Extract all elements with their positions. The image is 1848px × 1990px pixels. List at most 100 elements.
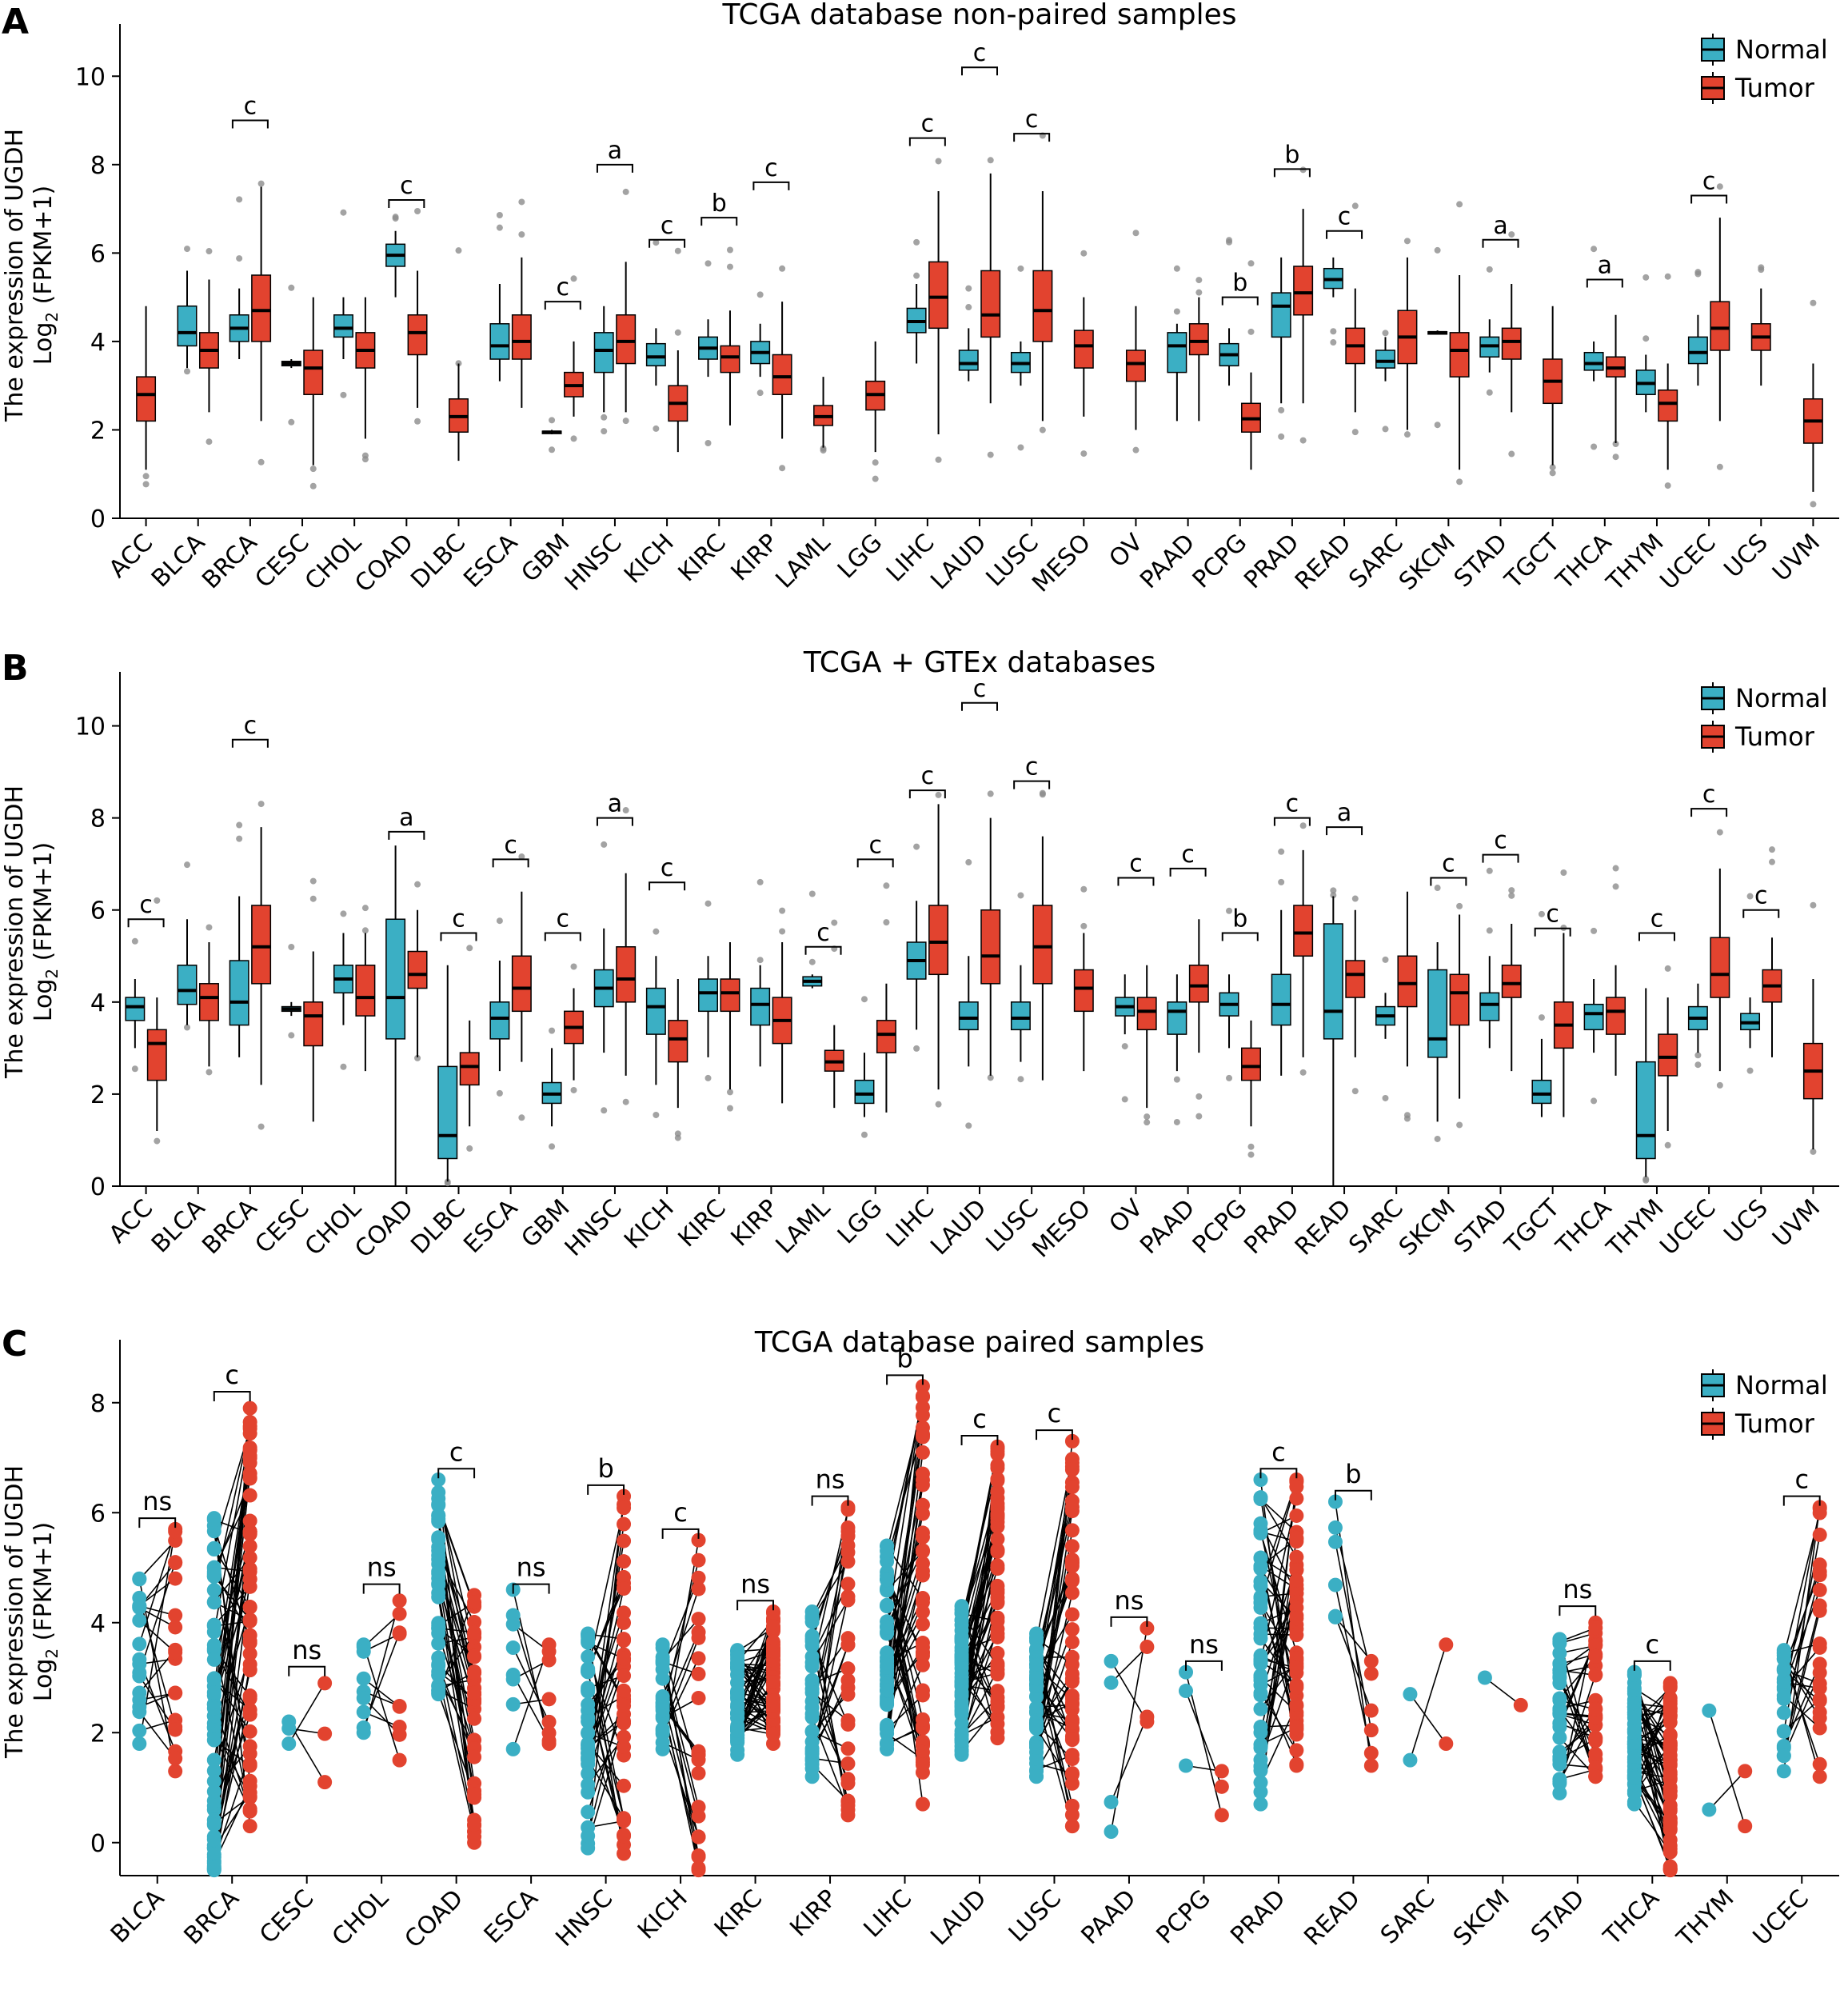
outlier-point [444,1180,451,1187]
tumor-point [1588,1667,1603,1682]
outlier-point [1017,265,1024,272]
significance-bracket [1273,168,1311,178]
tumor-point [242,1707,257,1722]
significance-brca: c [213,1360,251,1401]
outlier-point [236,255,243,262]
box-tumor-esca [511,853,532,1121]
significance-label: c [816,919,830,947]
normal-point [431,1636,446,1651]
panel-label: A [2,2,29,42]
pairs-kich [655,1532,706,1878]
significance-label: a [1493,212,1507,240]
box-body [251,905,272,985]
box-normal-lgg [854,996,875,1138]
significance-prad: c [1259,1437,1298,1479]
box-normal-coad [385,214,406,298]
tumor-point [1812,1676,1827,1691]
significance-bracket [1742,909,1780,918]
outlier-point [1121,1043,1128,1050]
tumor-point [467,1711,482,1726]
box-normal-chol [333,209,353,398]
tumor-point [617,1698,632,1713]
tumor-point [1289,1572,1304,1588]
box-tumor-paad [1188,277,1209,422]
significance-gbm: c [544,905,581,941]
significance-hnsc: b [587,1453,625,1495]
significance-bracket [1782,1495,1821,1506]
y-tick-label: 10 [75,63,106,91]
tumor-point [467,1624,482,1640]
box-tumor-hnsc [616,807,637,1105]
tumor-point [1662,1841,1678,1856]
tumor-point [617,1651,632,1666]
significance-lusc: c [1013,106,1051,142]
pair-line [138,1531,176,1644]
normal-point [804,1634,820,1649]
significance-label: c [1338,203,1351,231]
normal-point [431,1564,446,1579]
outlier-point [518,231,525,238]
box-body [645,987,666,1035]
outlier-point [965,285,972,292]
box-normal-hnsc [593,841,614,1114]
outlier-point [518,1114,525,1121]
significance-label: ns [292,1635,321,1665]
tumor-point [242,1539,257,1554]
outlier-point [549,1027,556,1034]
significance-ov: c [1117,849,1155,886]
x-tick-label-kirp: KIRP [784,1884,842,1942]
outlier-point [131,937,138,945]
outlier-point [1810,501,1817,508]
tumor-point [392,1752,407,1768]
tumor-point [1140,1620,1155,1636]
significance-label: c [673,1497,688,1528]
legend-label-normal: Normal [1735,34,1828,65]
significance-ucec: c [1690,781,1728,817]
tumor-point [1738,1819,1753,1834]
tumor-point [168,1571,183,1586]
normal-point [1253,1590,1268,1605]
tumor-point [915,1657,930,1672]
significance-bracket [1117,877,1155,886]
box-normal-esca [489,212,510,382]
x-tick-label-tgct: TGCT [1499,1193,1566,1260]
tumor-point [1289,1697,1304,1712]
box-tumor-thym [1658,965,1678,1149]
outlier-point [987,451,994,458]
box-body [854,1079,875,1105]
outlier-point [1080,922,1088,929]
significance-bracket [661,1528,700,1539]
legend-label-tumor: Tumor [1734,721,1815,752]
outlier-point [1434,1135,1441,1142]
tumor-point [1064,1666,1080,1681]
y-tick-label: 10 [75,713,106,741]
tumor-point [617,1716,632,1731]
normal-point [581,1649,596,1664]
outlier-point [414,418,421,425]
pair-line [362,1644,401,1760]
tumor-point [1064,1585,1080,1600]
x-tick-label-prad: PRAD [1225,1884,1291,1950]
normal-point [132,1652,147,1667]
normal-point [954,1602,969,1617]
normal-point [132,1668,147,1684]
box-body [1658,389,1678,422]
significance-stad: c [1482,827,1519,863]
pair-line [1335,1541,1372,1731]
significance-hnsc: a [596,790,633,826]
box-body [928,905,949,976]
legend-label-normal: Normal [1735,1370,1828,1401]
significance-label: c [1546,901,1559,929]
box-normal-cesc [281,284,301,426]
tumor-point [1812,1527,1827,1542]
tumor-point [840,1741,856,1756]
significance-bracket [752,181,790,190]
normal-point [206,1700,222,1716]
pair-line [214,1698,251,1858]
pair-line [437,1675,475,1832]
significance-bracket [1633,1660,1671,1671]
x-tick-label-read: READ [1290,529,1357,596]
significance-label: c [921,762,935,790]
outlier-point [1456,1121,1463,1129]
box-body [511,314,532,360]
